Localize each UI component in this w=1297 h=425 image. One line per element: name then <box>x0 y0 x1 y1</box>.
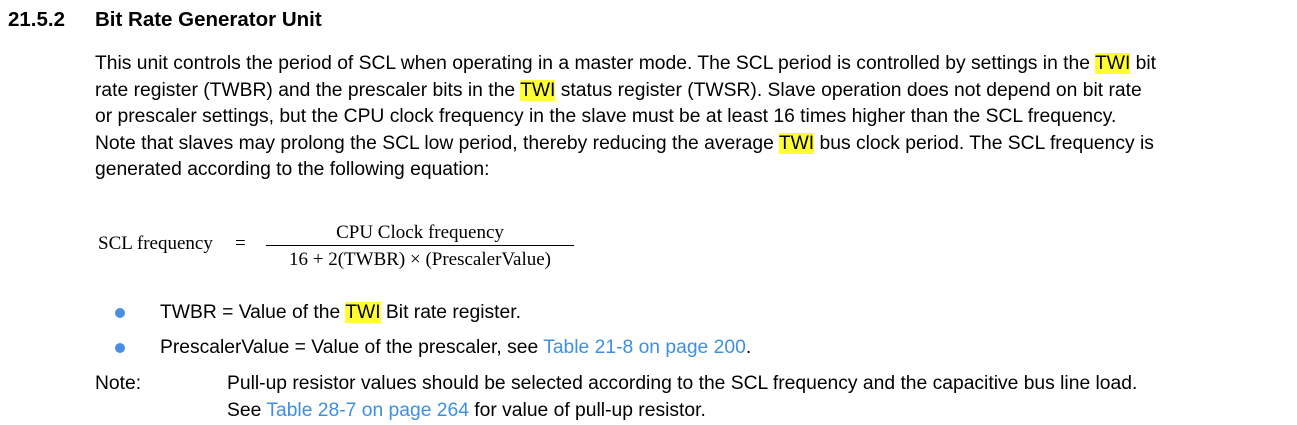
search-highlight: TWI <box>1094 53 1131 74</box>
fraction-denominator: 16 + 2(TWBR) × (PrescalerValue) <box>288 249 551 270</box>
text-span: bit <box>1130 53 1157 74</box>
text-span: PrescalerValue = Value of the prescaler,… <box>160 337 544 358</box>
paragraph-line: This unit controls the period of SCL whe… <box>95 51 1156 78</box>
fraction-numerator: CPU Clock frequency <box>336 222 504 243</box>
text-span: TWBR = Value of the <box>160 302 346 323</box>
search-highlight: TWI <box>345 302 381 323</box>
paragraph-line: Note that slaves may prolong the SCL low… <box>95 131 1156 158</box>
text-span: bus clock period. The SCL frequency is <box>814 132 1154 154</box>
text-span: rate register (TWBR) and the prescaler b… <box>95 79 521 101</box>
note-body: Pull-up resistor values should be select… <box>227 371 1137 424</box>
search-highlight: TWI <box>778 132 815 154</box>
paragraph-line: generated according to the following equ… <box>95 159 490 181</box>
note-line: Pull-up resistor values should be select… <box>227 373 1138 394</box>
paragraph-line: or prescaler settings, but the CPU clock… <box>95 106 1117 128</box>
bullet-dot-icon <box>115 343 125 353</box>
text-span: Note that slaves may prolong the SCL low… <box>95 132 779 154</box>
body-paragraph: This unit controls the period of SCL whe… <box>95 51 1156 184</box>
note-label: Note: <box>95 373 142 394</box>
equals-sign: = <box>235 233 246 254</box>
section-title: Bit Rate Generator Unit <box>95 8 322 31</box>
equation-lhs: SCL frequency <box>98 233 213 254</box>
note-line: See Table 28-7 on page 264 for value of … <box>227 398 1137 425</box>
list-item-text: PrescalerValue = Value of the prescaler,… <box>160 335 751 361</box>
list-item-text: TWBR = Value of the TWI Bit rate registe… <box>160 300 521 326</box>
text-span: . <box>745 337 752 358</box>
text-span: See <box>227 399 267 421</box>
text-span: Bit rate register. <box>380 302 521 323</box>
bullet-dot-icon <box>115 308 125 318</box>
paragraph-line: rate register (TWBR) and the prescaler b… <box>95 78 1156 105</box>
section-number: 21.5.2 <box>8 8 65 31</box>
text-span: This unit controls the period of SCL whe… <box>95 53 1095 74</box>
section-heading: 21.5.2 Bit Rate Generator Unit <box>8 6 322 34</box>
search-highlight: TWI <box>520 79 556 101</box>
text-span: for value of pull-up resistor. <box>468 399 706 421</box>
equation-fraction: CPU Clock frequency 16 + 2(TWBR) × (Pres… <box>266 221 574 272</box>
table-28-7-link[interactable]: Table 28-7 on page 264 <box>266 399 469 421</box>
table-21-8-link[interactable]: Table 21-8 on page 200 <box>543 337 746 358</box>
fraction-bar <box>266 245 574 246</box>
text-span: status register (TWSR). Slave operation … <box>555 79 1142 101</box>
